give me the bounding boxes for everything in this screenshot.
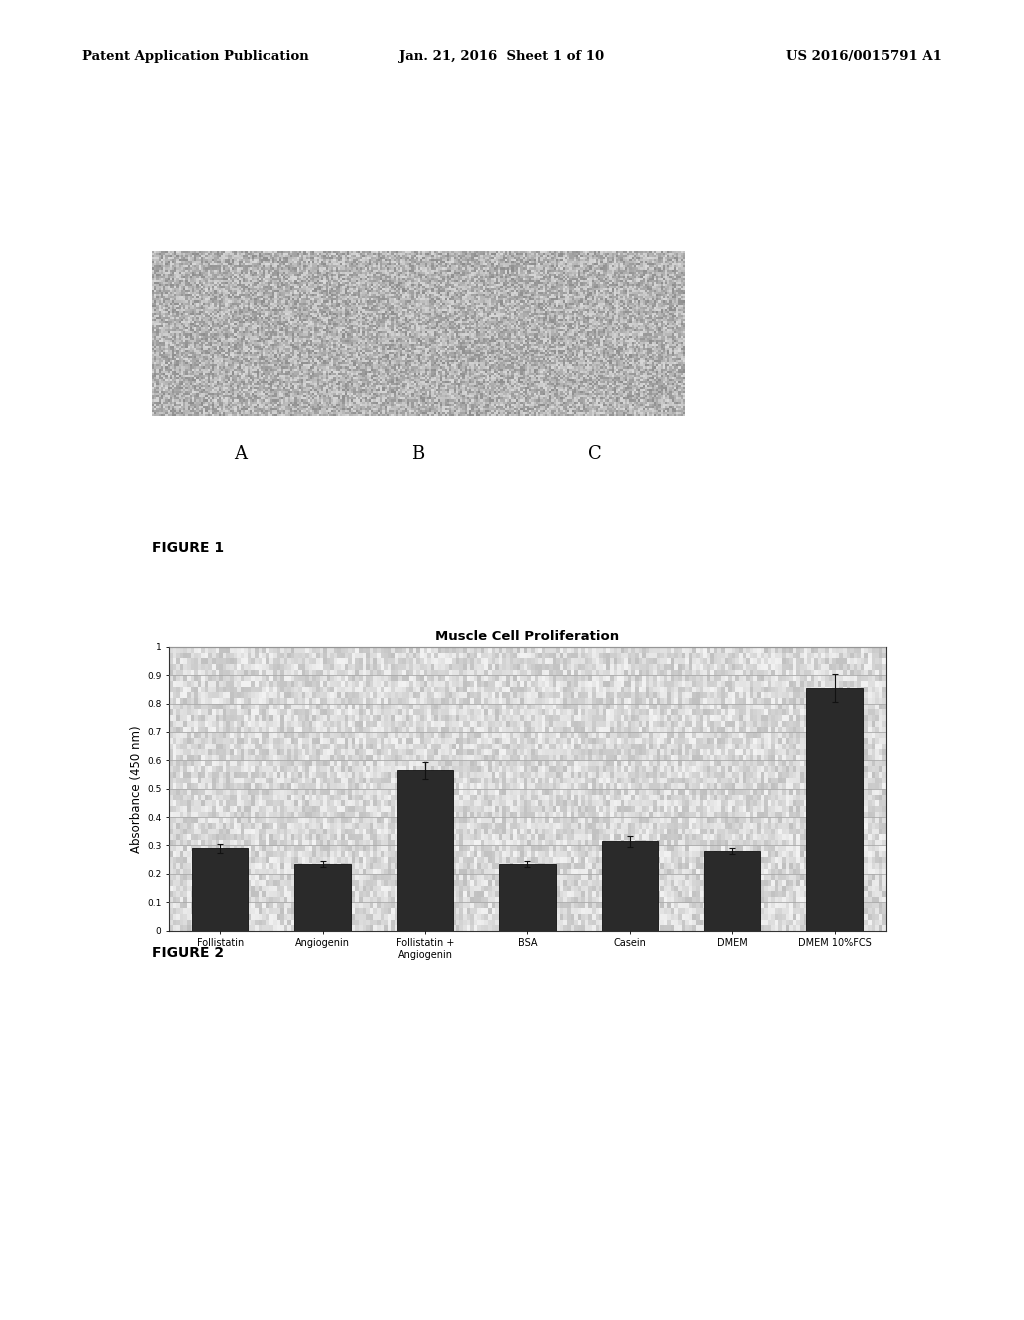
Title: Muscle Cell Proliferation: Muscle Cell Proliferation bbox=[435, 630, 620, 643]
Text: FIGURE 2: FIGURE 2 bbox=[152, 946, 223, 961]
Y-axis label: Absorbance (450 nm): Absorbance (450 nm) bbox=[130, 725, 142, 853]
Text: Patent Application Publication: Patent Application Publication bbox=[82, 50, 308, 63]
Bar bbox=[602, 841, 658, 931]
Text: US 2016/0015791 A1: US 2016/0015791 A1 bbox=[786, 50, 942, 63]
Text: B: B bbox=[412, 445, 424, 463]
Text: A: A bbox=[233, 445, 247, 463]
Bar bbox=[193, 849, 248, 931]
Bar bbox=[295, 863, 350, 931]
Bar bbox=[703, 851, 760, 931]
Bar bbox=[499, 863, 555, 931]
Text: FIGURE 1: FIGURE 1 bbox=[152, 541, 223, 556]
Bar bbox=[396, 771, 453, 931]
Text: C: C bbox=[589, 445, 602, 463]
Bar bbox=[806, 688, 862, 931]
Text: Jan. 21, 2016  Sheet 1 of 10: Jan. 21, 2016 Sheet 1 of 10 bbox=[399, 50, 604, 63]
